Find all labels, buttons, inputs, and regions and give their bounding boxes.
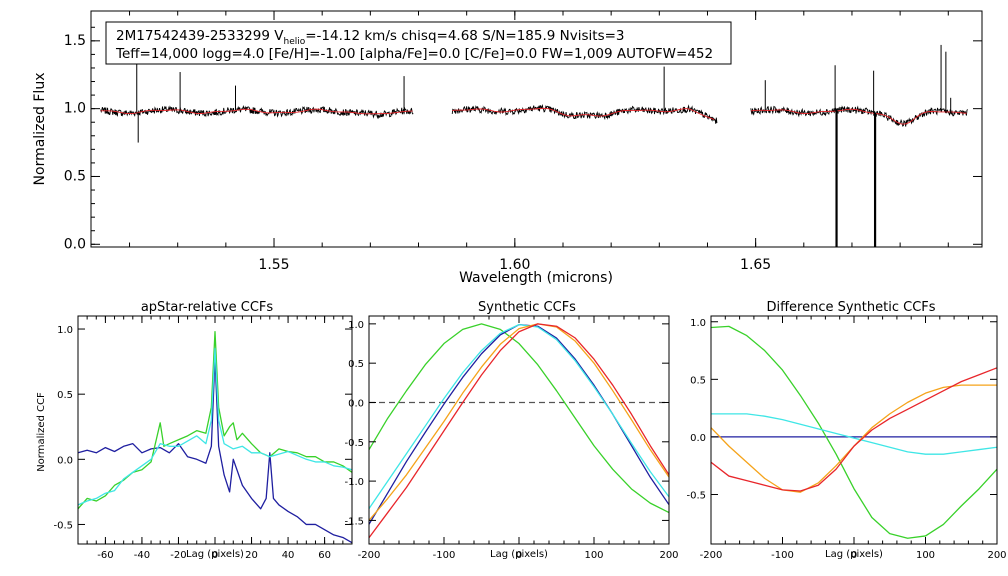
xtick-label: 1.60	[499, 257, 530, 273]
annotation-line1-subscript: helio	[283, 37, 305, 47]
observed-spectrum-segment-3	[750, 105, 968, 127]
ytick-label: 1.5	[64, 33, 86, 49]
ytick-label: 1.0	[690, 318, 706, 329]
spectrum-annotation-line2: Teff=14,000 logg=4.0 [Fe/H]=-1.00 [alpha…	[115, 46, 713, 62]
ccf-series-green	[710, 325, 998, 539]
spectrum-annotation-box	[105, 21, 732, 65]
xtick-label: 0	[212, 550, 218, 561]
observed-spectrum-segment-1	[100, 104, 414, 120]
ytick-label: -0.5	[344, 438, 364, 449]
ytick-label: -0.5	[53, 520, 73, 531]
ccf-series-cyan	[368, 324, 670, 509]
spectrum-xlabel: Wavelength (microns)	[459, 270, 613, 286]
model-spectrum-segment-2	[452, 107, 715, 120]
ytick-label: 1.0	[57, 325, 73, 336]
ytick-label: 1.0	[64, 101, 86, 117]
xtick-label: 100	[916, 550, 935, 561]
xtick-label: 1.55	[258, 257, 289, 273]
synthetic-ccf-panel: Synthetic CCFs -200 -100 0 100 200 -1.5 -1.0 -0…	[344, 300, 678, 561]
difference-ccf-title: Difference Synthetic CCFs	[766, 300, 935, 315]
ytick-label: 0.5	[690, 375, 706, 386]
xtick-label: 200	[987, 550, 1006, 561]
ccf-series-red	[710, 367, 998, 492]
ytick-label: 0.0	[348, 398, 364, 409]
annotation-line1-prefix: 2M17542439-2533299 V	[116, 28, 284, 44]
xtick-label: 20	[245, 550, 258, 561]
apstar-ccf-panel: apStar-relative CCFs -60 -40 -20 0 20 40 60 -0.…	[36, 300, 353, 561]
xtick-label: 40	[282, 550, 295, 561]
apstar-ccf-xlabel: Lag (pixels)	[186, 549, 244, 560]
ytick-label: -1.0	[344, 477, 364, 488]
xtick-label: -40	[134, 550, 150, 561]
model-spectrum-segment-3	[750, 108, 967, 125]
xtick-label: 100	[584, 550, 603, 561]
model-spectrum-segment-1	[100, 108, 413, 115]
xtick-label: 1.65	[740, 257, 771, 273]
difference-ccf-xlabel: Lag (pixels)	[825, 549, 883, 560]
xtick-label: -60	[97, 550, 113, 561]
observed-spectrum-segment-2	[451, 104, 718, 124]
apstar-ccf-title: apStar-relative CCFs	[141, 300, 274, 315]
ccf-series-green	[368, 323, 670, 514]
ytick-label: -1.5	[344, 516, 364, 527]
spectrum-axes-frame	[90, 10, 983, 248]
synthetic-ccf-title: Synthetic CCFs	[478, 300, 576, 315]
xtick-label: 0	[851, 550, 857, 561]
ccf-series-navy	[368, 324, 670, 525]
xtick-label: -100	[771, 550, 794, 561]
ytick-label: 0.5	[57, 390, 73, 401]
xtick-label: 200	[659, 550, 678, 561]
ccf-series-visit-1	[77, 357, 353, 544]
difference-ccf-panel: Difference Synthetic CCFs -200 -100 0 100 20…	[686, 300, 1006, 561]
xtick-label: 60	[318, 550, 331, 561]
ytick-label: 0.0	[690, 433, 706, 444]
ccf-series-visit-3	[77, 347, 353, 506]
xtick-label: -200	[700, 550, 723, 561]
apstar-ccf-ylabel: Normalized CCF	[36, 392, 47, 472]
ytick-label: -0.5	[686, 490, 706, 501]
spectrum-annotation-line1: 2M17542439-2533299 Vhelio=-14.12 km/s ch…	[116, 28, 625, 47]
annotation-line1-suffix: =-14.12 km/s chisq=4.68 S/N=185.9 Nvisit…	[305, 28, 624, 44]
ccf-series-cyan	[711, 413, 998, 455]
ccf-series-orange	[368, 323, 670, 521]
ytick-label: 0.5	[64, 168, 86, 184]
spectrum-panel: 1.55 1.60 1.65 0.0 0.5 1.0 1.5 Wavelength (mic…	[32, 10, 983, 286]
ytick-label: 0.5	[348, 359, 364, 370]
difference-ccf-axes-frame	[710, 315, 998, 545]
spectrum-ylabel: Normalized Flux	[32, 73, 48, 186]
synthetic-ccf-axes-frame	[368, 315, 670, 545]
xtick-label: 0	[516, 550, 522, 561]
ccf-series-red	[368, 323, 670, 539]
ytick-label: 0.0	[57, 455, 73, 466]
xtick-label: -200	[358, 550, 381, 561]
synthetic-ccf-xlabel: Lag (pixels)	[490, 549, 548, 560]
ytick-label: 0.0	[64, 236, 86, 252]
xtick-label: -100	[433, 550, 456, 561]
ytick-label: 1.0	[348, 320, 364, 331]
xtick-label: -20	[170, 550, 186, 561]
